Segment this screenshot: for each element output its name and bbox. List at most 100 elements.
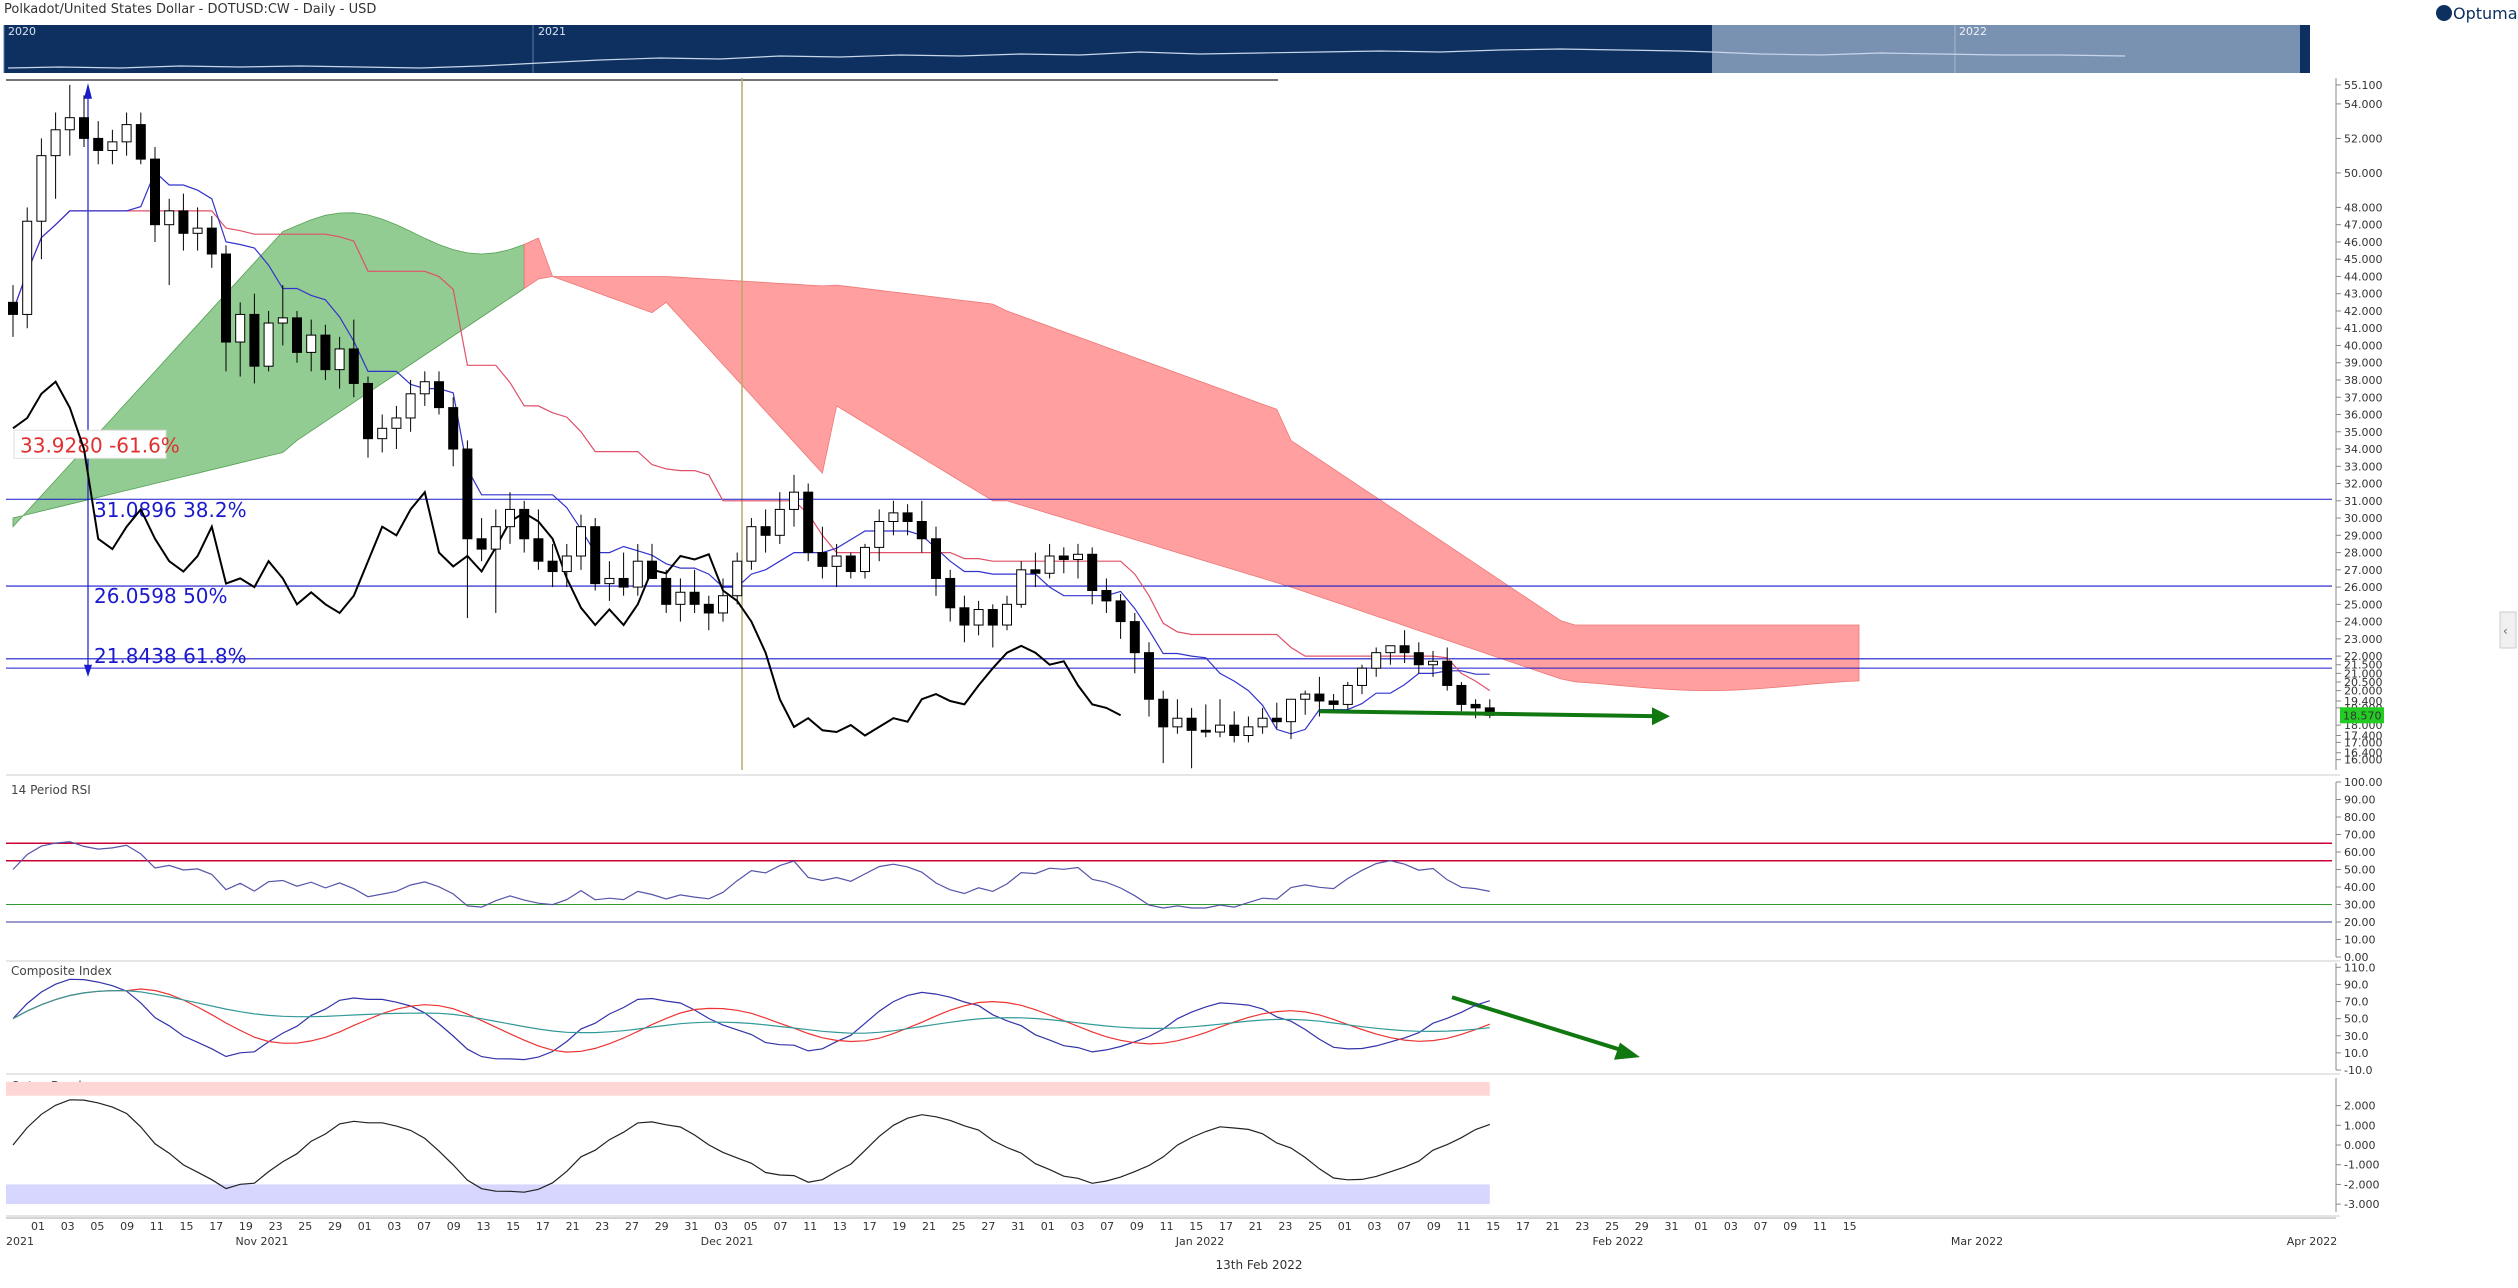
footer-date: 13th Feb 2022 — [1216, 1258, 1303, 1272]
price-candle — [618, 552, 629, 596]
kumo-red — [523, 237, 1860, 691]
candle-body — [1271, 717, 1282, 723]
candle-body — [1129, 621, 1140, 654]
candle-body — [1286, 698, 1296, 723]
candle-body — [1428, 660, 1438, 666]
date-day-label: 27 — [625, 1220, 639, 1233]
candle-body — [590, 526, 601, 585]
panel-axis-label: 100.00 — [2344, 776, 2383, 789]
candle-body — [1257, 717, 1268, 728]
price-candle — [661, 569, 672, 613]
overview-navigator[interactable]: 2020 2021 2022 — [3, 25, 2310, 73]
candle-body — [760, 526, 771, 536]
price-candle — [476, 518, 487, 562]
candle-body — [1144, 652, 1154, 700]
candle-body — [505, 508, 515, 528]
date-month-label: Jan 2022 — [1175, 1235, 1224, 1248]
price-candle — [306, 319, 317, 372]
panel-title: 14 Period RSI — [11, 783, 91, 797]
price-axis-label: 16.000 — [2344, 754, 2383, 767]
date-day-label: 27 — [981, 1220, 995, 1233]
price-axis-label: 20.500 — [2344, 676, 2383, 689]
overview-selection[interactable] — [1712, 25, 2306, 73]
candle-body — [434, 381, 444, 409]
price-candle — [774, 492, 785, 544]
candle-body — [604, 577, 615, 585]
date-day-label: 05 — [744, 1220, 758, 1233]
price-axis-label: 21.000 — [2344, 667, 2383, 680]
price-candle — [1129, 612, 1140, 674]
arrow-down-right-icon — [1614, 1042, 1640, 1060]
price-axis-label: 33.000 — [2344, 460, 2383, 473]
price-axis-label: 52.000 — [2344, 132, 2383, 145]
price-axis-label: 41.000 — [2344, 322, 2383, 335]
price-axis-label: 38.000 — [2344, 374, 2383, 387]
candle-body — [206, 227, 217, 255]
price-axis-label: 55.100 — [2344, 79, 2383, 92]
price-candle — [1044, 543, 1055, 579]
price-candle — [817, 526, 828, 579]
candle-body — [1101, 590, 1112, 602]
date-day-label: 15 — [1189, 1220, 1203, 1233]
price-axis-label: 29.000 — [2344, 529, 2383, 542]
collapse-panel-handle[interactable]: ‹ — [2499, 611, 2517, 649]
date-day-label: 19 — [239, 1220, 253, 1233]
price-candle — [22, 207, 33, 329]
date-day-label: 07 — [417, 1220, 431, 1233]
date-day-label: 21 — [566, 1220, 580, 1233]
price-candle — [206, 216, 217, 268]
price-axis-label: 50.000 — [2344, 167, 2383, 180]
date-day-label: 17 — [209, 1220, 223, 1233]
price-candle — [902, 504, 913, 536]
price-candle — [277, 285, 288, 346]
candle-body — [817, 552, 828, 567]
price-axis-label: 48.000 — [2344, 201, 2383, 214]
price-candle — [1229, 711, 1240, 743]
panel-axis-label: -10.0 — [2344, 1064, 2372, 1077]
price-candle — [292, 310, 302, 363]
candle-body — [831, 555, 842, 567]
optuma-logo: Optuma — [2436, 4, 2518, 23]
price-axis-label: 35.000 — [2344, 426, 2383, 439]
price-candle — [1413, 642, 1424, 674]
candle-body — [121, 124, 132, 143]
candle-body — [519, 508, 530, 540]
price-candle — [150, 147, 160, 242]
overview-year-label: 2022 — [1959, 25, 1987, 38]
overview-year-label: 2020 — [8, 25, 36, 38]
price-candle — [263, 310, 274, 372]
price-candle — [945, 569, 956, 622]
panel-axis-label: 30.0 — [2344, 1030, 2369, 1043]
price-candle — [363, 376, 373, 458]
panel-axis-label: 0.00 — [2344, 951, 2369, 964]
price-candle — [1030, 552, 1041, 588]
candle-body — [1172, 717, 1183, 728]
date-day-label: 09 — [447, 1220, 461, 1233]
date-day-label: 23 — [269, 1220, 283, 1233]
price-candle — [192, 207, 203, 251]
composite-index-line — [12, 978, 1490, 1061]
price-axis-label: 23.000 — [2344, 633, 2383, 646]
candle-body — [490, 526, 501, 550]
candle-body — [916, 521, 927, 540]
candle-body — [448, 407, 459, 450]
rsi-line — [12, 841, 1490, 909]
price-candle — [1215, 699, 1225, 738]
date-day-label: 01 — [358, 1220, 372, 1233]
candle-body — [334, 348, 345, 371]
price-candle — [8, 285, 18, 337]
candle-body — [50, 129, 61, 157]
fib-label-text: 31.0896 38.2% — [94, 498, 247, 522]
price-axis-label: 30.000 — [2344, 512, 2383, 525]
date-month-label: Feb 2022 — [1593, 1235, 1644, 1248]
price-candle — [973, 600, 984, 636]
candle-body — [1371, 652, 1382, 669]
price-candle — [604, 561, 615, 601]
optex-lower-band — [6, 1184, 1490, 1205]
price-candle — [703, 595, 714, 631]
candle-body — [462, 448, 473, 540]
panel-axis-label: -1.000 — [2344, 1159, 2379, 1172]
price-candle — [987, 604, 998, 648]
